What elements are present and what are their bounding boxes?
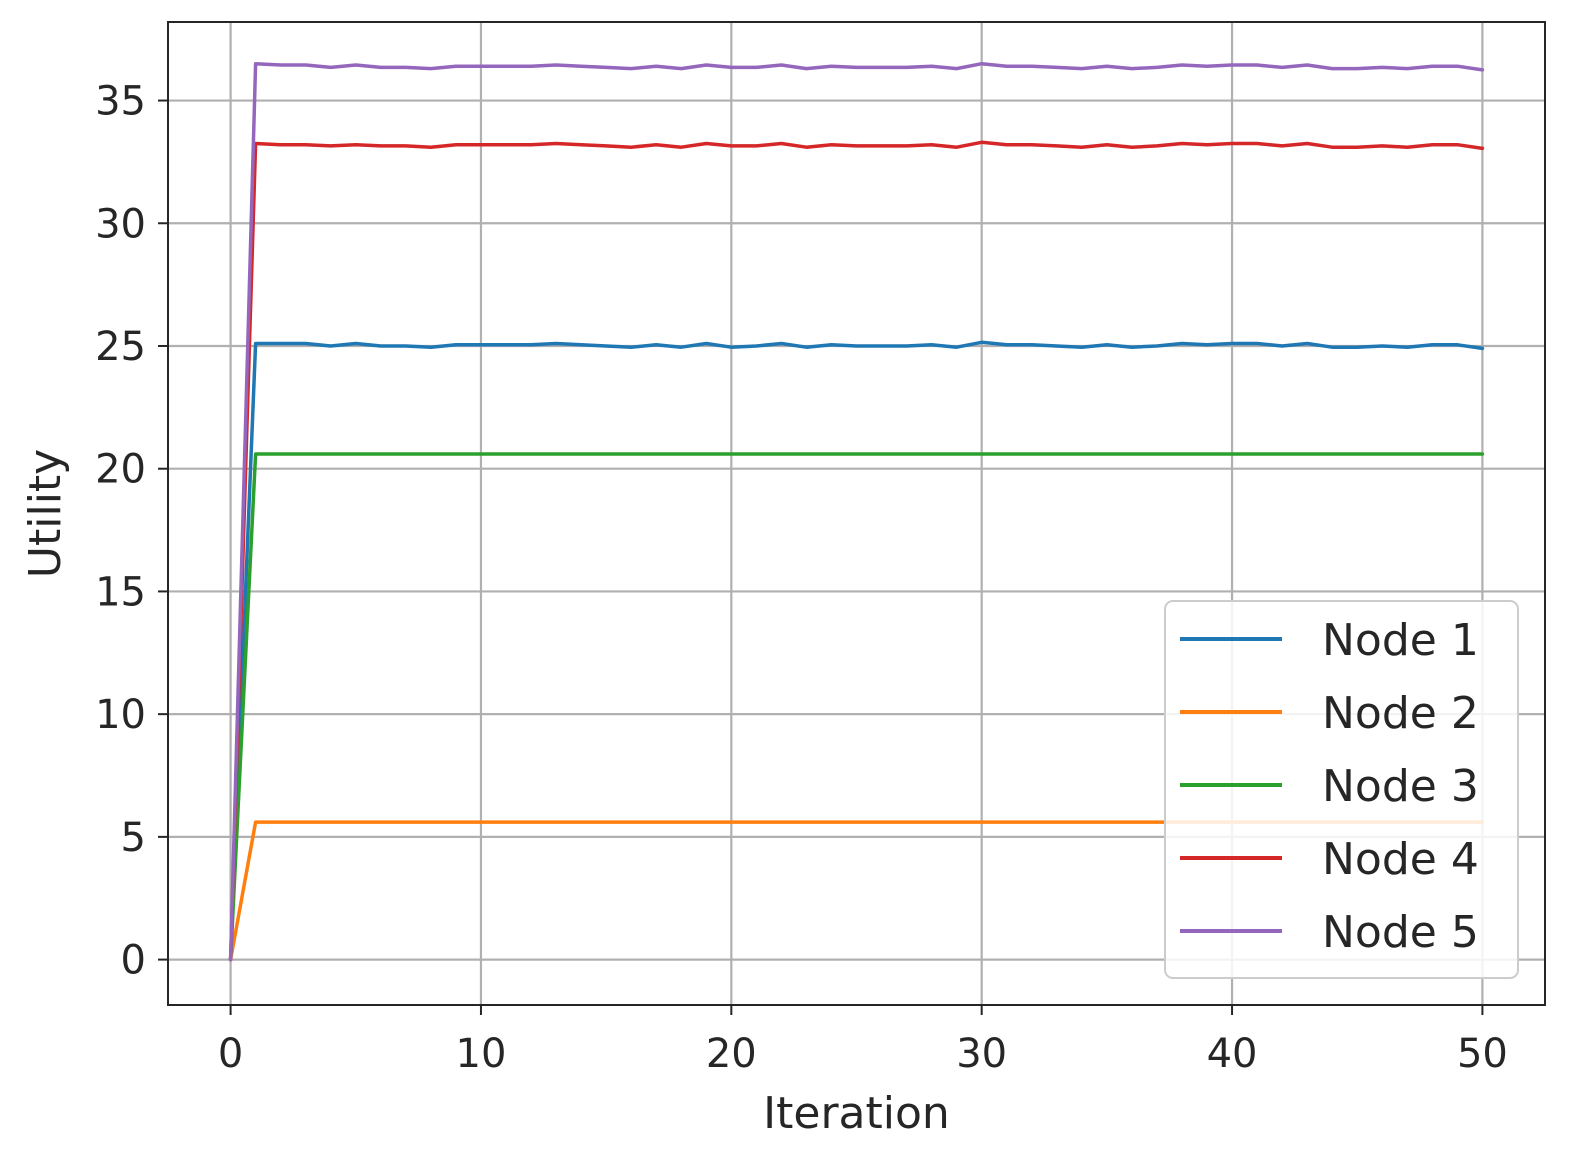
y-tick-label: 30 (95, 201, 146, 247)
x-tick-label: 50 (1457, 1031, 1508, 1077)
x-tick-label: 10 (456, 1031, 507, 1077)
y-tick-label: 20 (95, 447, 146, 493)
axis-ticks: 0 10 20 30 40 50 0 5 10 15 20 25 30 35 (95, 79, 1508, 1077)
series-line-node-3 (228, 452, 1485, 962)
x-axis-title: Iteration (763, 1088, 950, 1139)
x-tick-label: 20 (706, 1031, 757, 1077)
legend-label-node-3: Node 3 (1322, 761, 1479, 812)
legend: Node 1 Node 2 Node 3 Node 4 Node 5 (1164, 600, 1519, 979)
y-tick-label: 15 (95, 569, 146, 615)
legend-label-node-2: Node 2 (1322, 688, 1479, 739)
legend-label-node-5: Node 5 (1322, 907, 1479, 958)
series-lines (228, 61, 1485, 962)
y-tick-label: 5 (121, 815, 146, 861)
x-tick-label: 30 (956, 1031, 1007, 1077)
y-tick-label: 25 (95, 324, 146, 370)
series-line-node-4 (228, 140, 1485, 962)
series-line-node-1 (228, 340, 1485, 962)
x-tick-label: 0 (218, 1031, 243, 1077)
y-axis-title: Utility (20, 449, 71, 578)
series-line-node-5 (228, 61, 1485, 962)
legend-label-node-1: Node 1 (1322, 615, 1479, 666)
legend-box (1164, 600, 1519, 979)
legend-label-node-4: Node 4 (1322, 834, 1479, 885)
y-tick-label: 0 (121, 938, 146, 984)
plot-area-frame (167, 21, 1546, 1006)
y-tick-label: 10 (95, 692, 146, 738)
x-tick-label: 40 (1207, 1031, 1258, 1077)
y-tick-label: 35 (95, 79, 146, 125)
